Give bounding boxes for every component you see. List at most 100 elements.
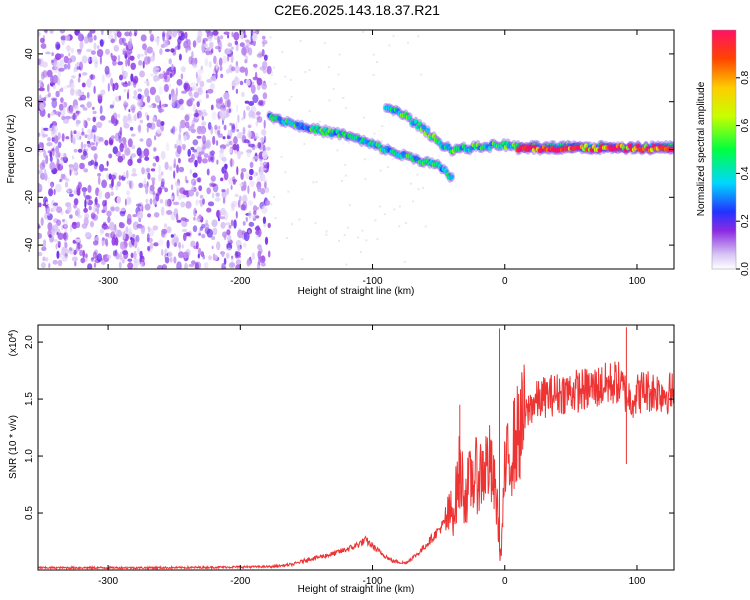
noise-cell [39, 94, 42, 100]
noise-cell [240, 151, 244, 155]
noise-cell [246, 39, 251, 48]
noise-cell [210, 150, 215, 156]
noise-cell [99, 105, 103, 115]
noise-cell [203, 261, 209, 269]
noise-cell [76, 110, 81, 115]
noise-cell [210, 175, 216, 182]
noise-cell [110, 52, 113, 58]
noise-cell [196, 135, 202, 139]
noise-cell [127, 113, 132, 121]
noise-cell [75, 238, 81, 242]
sparse-cell [348, 204, 351, 207]
noise-cell [195, 210, 198, 214]
noise-cell [127, 262, 134, 269]
noise-cell [256, 116, 263, 123]
x-tick-label: -200 [230, 576, 250, 587]
sparse-cell [308, 110, 311, 112]
noise-cell [152, 225, 159, 231]
noise-cell [160, 206, 165, 216]
noise-cell [215, 100, 222, 110]
noise-cell [51, 230, 56, 237]
noise-cell [70, 224, 72, 233]
x-tick-label: 100 [629, 576, 646, 587]
sparse-cell [365, 239, 368, 242]
noise-cell [196, 76, 201, 84]
noise-cell [72, 112, 76, 121]
noise-cell [113, 45, 120, 52]
noise-cell [160, 150, 166, 160]
noise-cell [198, 185, 203, 192]
noise-cell [242, 221, 246, 226]
noise-cell [172, 126, 178, 132]
noise-cell [127, 158, 133, 167]
noise-cell [181, 228, 188, 233]
noise-cell [207, 88, 214, 94]
noise-cell [83, 150, 88, 156]
noise-cell [137, 225, 144, 229]
noise-cell [248, 175, 253, 181]
noise-cell [69, 169, 72, 176]
noise-cell [101, 179, 107, 189]
noise-cell [225, 252, 230, 259]
noise-cell [195, 241, 199, 250]
noise-cell [262, 92, 268, 100]
noise-cell [197, 247, 202, 256]
noise-cell [133, 82, 137, 88]
noise-cell [131, 106, 136, 113]
noise-cell [96, 121, 103, 129]
noise-cell [255, 115, 261, 120]
noise-cell [226, 229, 231, 236]
colorbar-tick-label: 0.4 [740, 166, 750, 180]
noise-cell [194, 150, 199, 158]
sparse-cell [301, 258, 304, 261]
noise-cell [226, 68, 230, 75]
noise-cell [233, 31, 240, 41]
noise-cell [199, 80, 205, 88]
noise-cell [212, 135, 216, 145]
noise-cell [245, 105, 251, 111]
noise-cell [182, 190, 190, 196]
noise-cell [242, 242, 247, 248]
noise-cell [193, 207, 197, 217]
noise-cell [138, 53, 144, 57]
noise-cell [247, 185, 250, 195]
noise-cell [181, 167, 184, 171]
noise-cell [81, 131, 85, 136]
noise-cell [56, 43, 61, 50]
noise-cell [190, 240, 196, 248]
noise-cell [228, 108, 232, 113]
noise-cell [209, 151, 212, 157]
noise-cell [258, 99, 264, 105]
noise-cell [146, 126, 149, 133]
noise-cell [256, 77, 263, 86]
noise-cell [246, 259, 251, 267]
noise-cell [211, 219, 218, 227]
noise-cell [125, 226, 129, 234]
noise-cell [143, 148, 150, 158]
sparse-cell [346, 226, 349, 229]
sparse-cell [312, 181, 315, 184]
noise-cell [173, 170, 176, 179]
noise-cell [209, 41, 214, 49]
noise-cell [175, 213, 179, 221]
noise-cell [228, 224, 232, 229]
noise-cell [243, 110, 246, 120]
noise-cell [42, 239, 47, 248]
sparse-cell [343, 233, 346, 236]
noise-cell [112, 227, 117, 233]
noise-cell [55, 90, 60, 98]
noise-cell [184, 262, 188, 269]
sparse-cell [417, 35, 420, 38]
noise-cell [119, 241, 125, 250]
noise-cell [202, 113, 205, 117]
noise-cell [63, 219, 68, 229]
noise-cell [93, 35, 97, 41]
noise-cell [161, 264, 167, 269]
noise-cell [255, 215, 260, 219]
noise-cell [202, 135, 206, 144]
noise-cell [61, 255, 68, 262]
noise-cell [213, 34, 219, 41]
noise-cell [74, 210, 79, 216]
noise-cell [197, 87, 203, 96]
